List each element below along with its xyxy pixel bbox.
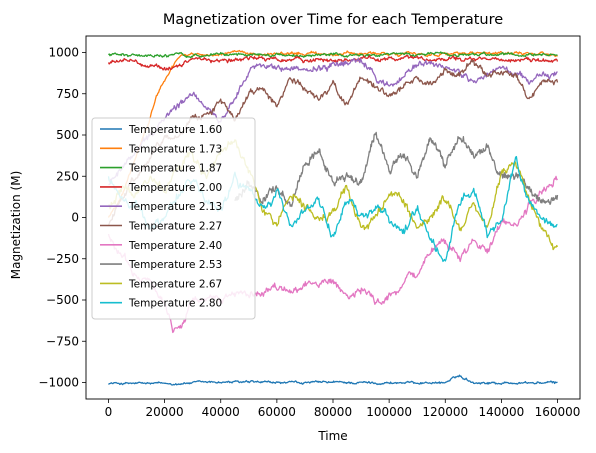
x-tick-label: 100000 [366, 405, 412, 419]
series-line [107, 54, 559, 71]
legend-label: Temperature 2.13 [128, 201, 222, 213]
x-tick-label: 60000 [258, 405, 296, 419]
legend-label: Temperature 1.60 [128, 124, 222, 136]
series-line [108, 57, 558, 186]
x-tick-label: 80000 [314, 405, 352, 419]
y-tick-label: 250 [56, 169, 79, 183]
y-tick-label: −1000 [38, 376, 79, 390]
y-tick-label: −250 [46, 252, 79, 266]
legend-label: Temperature 1.73 [128, 143, 222, 155]
y-axis-label: Magnetization (M) [9, 171, 23, 280]
series-line [234, 131, 559, 208]
legend-label: Temperature 2.80 [128, 298, 222, 310]
x-tick-label: 120000 [422, 405, 468, 419]
y-tick-label: 1000 [48, 46, 79, 60]
legend-label: Temperature 1.87 [128, 163, 222, 175]
x-tick-label: 20000 [145, 405, 183, 419]
legend-label: Temperature 2.40 [128, 240, 222, 252]
y-tick-label: 500 [56, 128, 79, 142]
series-line [107, 175, 559, 334]
x-tick-label: 0 [105, 405, 113, 419]
y-axis: 1000 750 500 250 0 −250 −500 −750 −1000 [38, 46, 86, 390]
legend-label: Temperature 2.53 [128, 259, 222, 271]
legend-box [91, 117, 256, 320]
y-tick-label: −500 [46, 293, 79, 307]
y-tick-label: −750 [46, 334, 79, 348]
x-tick-label: 140000 [479, 405, 525, 419]
legend-label: Temperature 2.27 [128, 221, 222, 233]
y-tick-label: 0 [71, 211, 79, 225]
x-axis: 0 20000 40000 60000 80000 100000 120000 140000 1… [105, 399, 581, 419]
x-tick-label: 40000 [202, 405, 240, 419]
legend-label: Temperature 2.67 [128, 278, 222, 290]
legend-label: Temperature 2.00 [128, 182, 222, 194]
series-line [108, 374, 558, 386]
chart-title: Magnetization over Time for each Tempera… [163, 12, 503, 28]
x-axis-label: Time [317, 429, 347, 443]
legend: Temperature 1.60 Temperature 1.73 Temperat… [91, 117, 256, 320]
x-tick-label: 160000 [535, 405, 581, 419]
series-line [108, 51, 558, 59]
y-tick-label: 750 [56, 87, 79, 101]
